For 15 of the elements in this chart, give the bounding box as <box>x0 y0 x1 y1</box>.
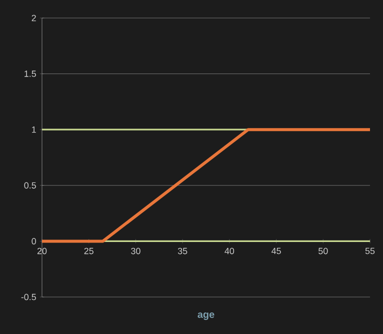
y-tick-label: 1 <box>32 126 36 133</box>
y-tick-label: -0.5 <box>21 294 36 300</box>
y-tick-label: 1.5 <box>24 70 36 77</box>
x-tick-label: 30 <box>131 248 140 254</box>
y-tick-label: 0.5 <box>24 182 36 189</box>
x-axis-title: age <box>198 312 214 320</box>
y-tick-label: 2 <box>32 14 36 22</box>
x-tick-label: 45 <box>272 248 281 254</box>
x-tick-label: 55 <box>365 248 375 254</box>
x-tick-label: 50 <box>318 248 328 254</box>
y-tick-label: 0 <box>32 238 36 244</box>
x-tick-label: 35 <box>178 248 188 254</box>
x-tick-label: 40 <box>224 248 234 254</box>
x-tick-label: 20 <box>37 248 47 254</box>
x-tick-label: 25 <box>84 248 94 254</box>
